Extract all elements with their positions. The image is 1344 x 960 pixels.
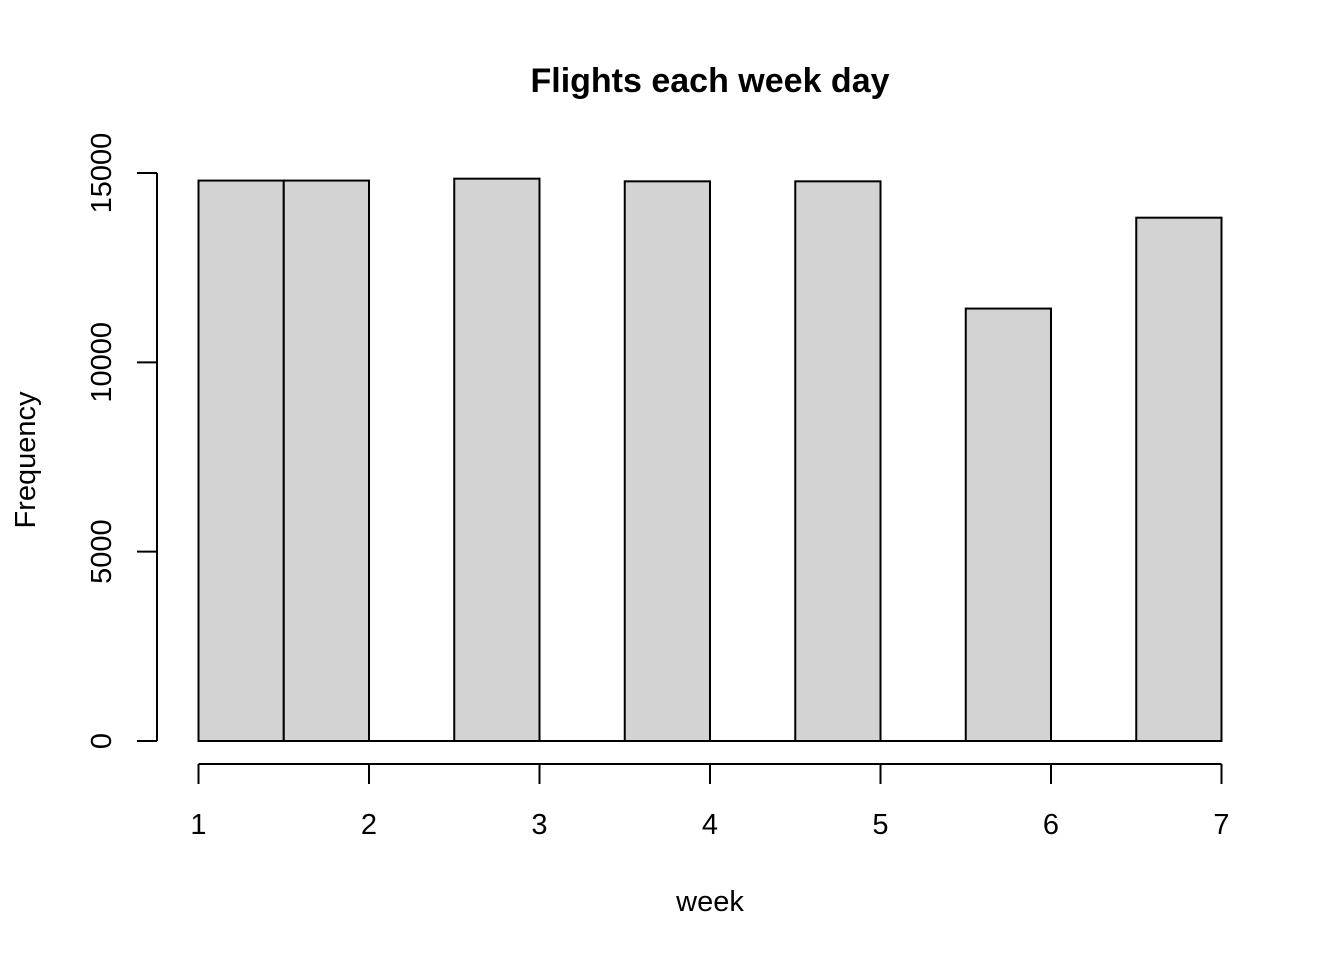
y-axis: 0 5000 10000 15000 (86, 133, 158, 749)
y-tick-label-0: 0 (86, 733, 118, 749)
x-tick-label-2: 2 (361, 809, 377, 841)
x-tick-label-4: 4 (702, 809, 718, 841)
bar-7 (794, 180, 882, 742)
x-tick-label-5: 5 (872, 809, 888, 841)
x-axis: 1 2 3 4 5 6 7 (190, 763, 1230, 841)
chart-title: Flights each week day (530, 62, 889, 100)
x-tick-label-3: 3 (531, 809, 547, 841)
x-axis-label: week (675, 886, 744, 918)
bar-0 (197, 179, 285, 743)
x-tick-label-6: 6 (1043, 809, 1059, 841)
y-tick-label-5000: 5000 (86, 519, 118, 584)
bar-5 (623, 180, 711, 742)
x-tick-label-7: 7 (1213, 809, 1229, 841)
bar-3 (453, 177, 541, 742)
bar-11 (1135, 216, 1223, 742)
bar-1 (282, 179, 370, 743)
y-tick-label-10000: 10000 (86, 322, 118, 403)
bars-group (197, 177, 1223, 743)
y-tick-label-15000: 15000 (86, 133, 118, 214)
bar-9 (964, 307, 1052, 742)
x-tick-label-1: 1 (190, 809, 206, 841)
y-axis-label: Frequency (10, 391, 42, 529)
